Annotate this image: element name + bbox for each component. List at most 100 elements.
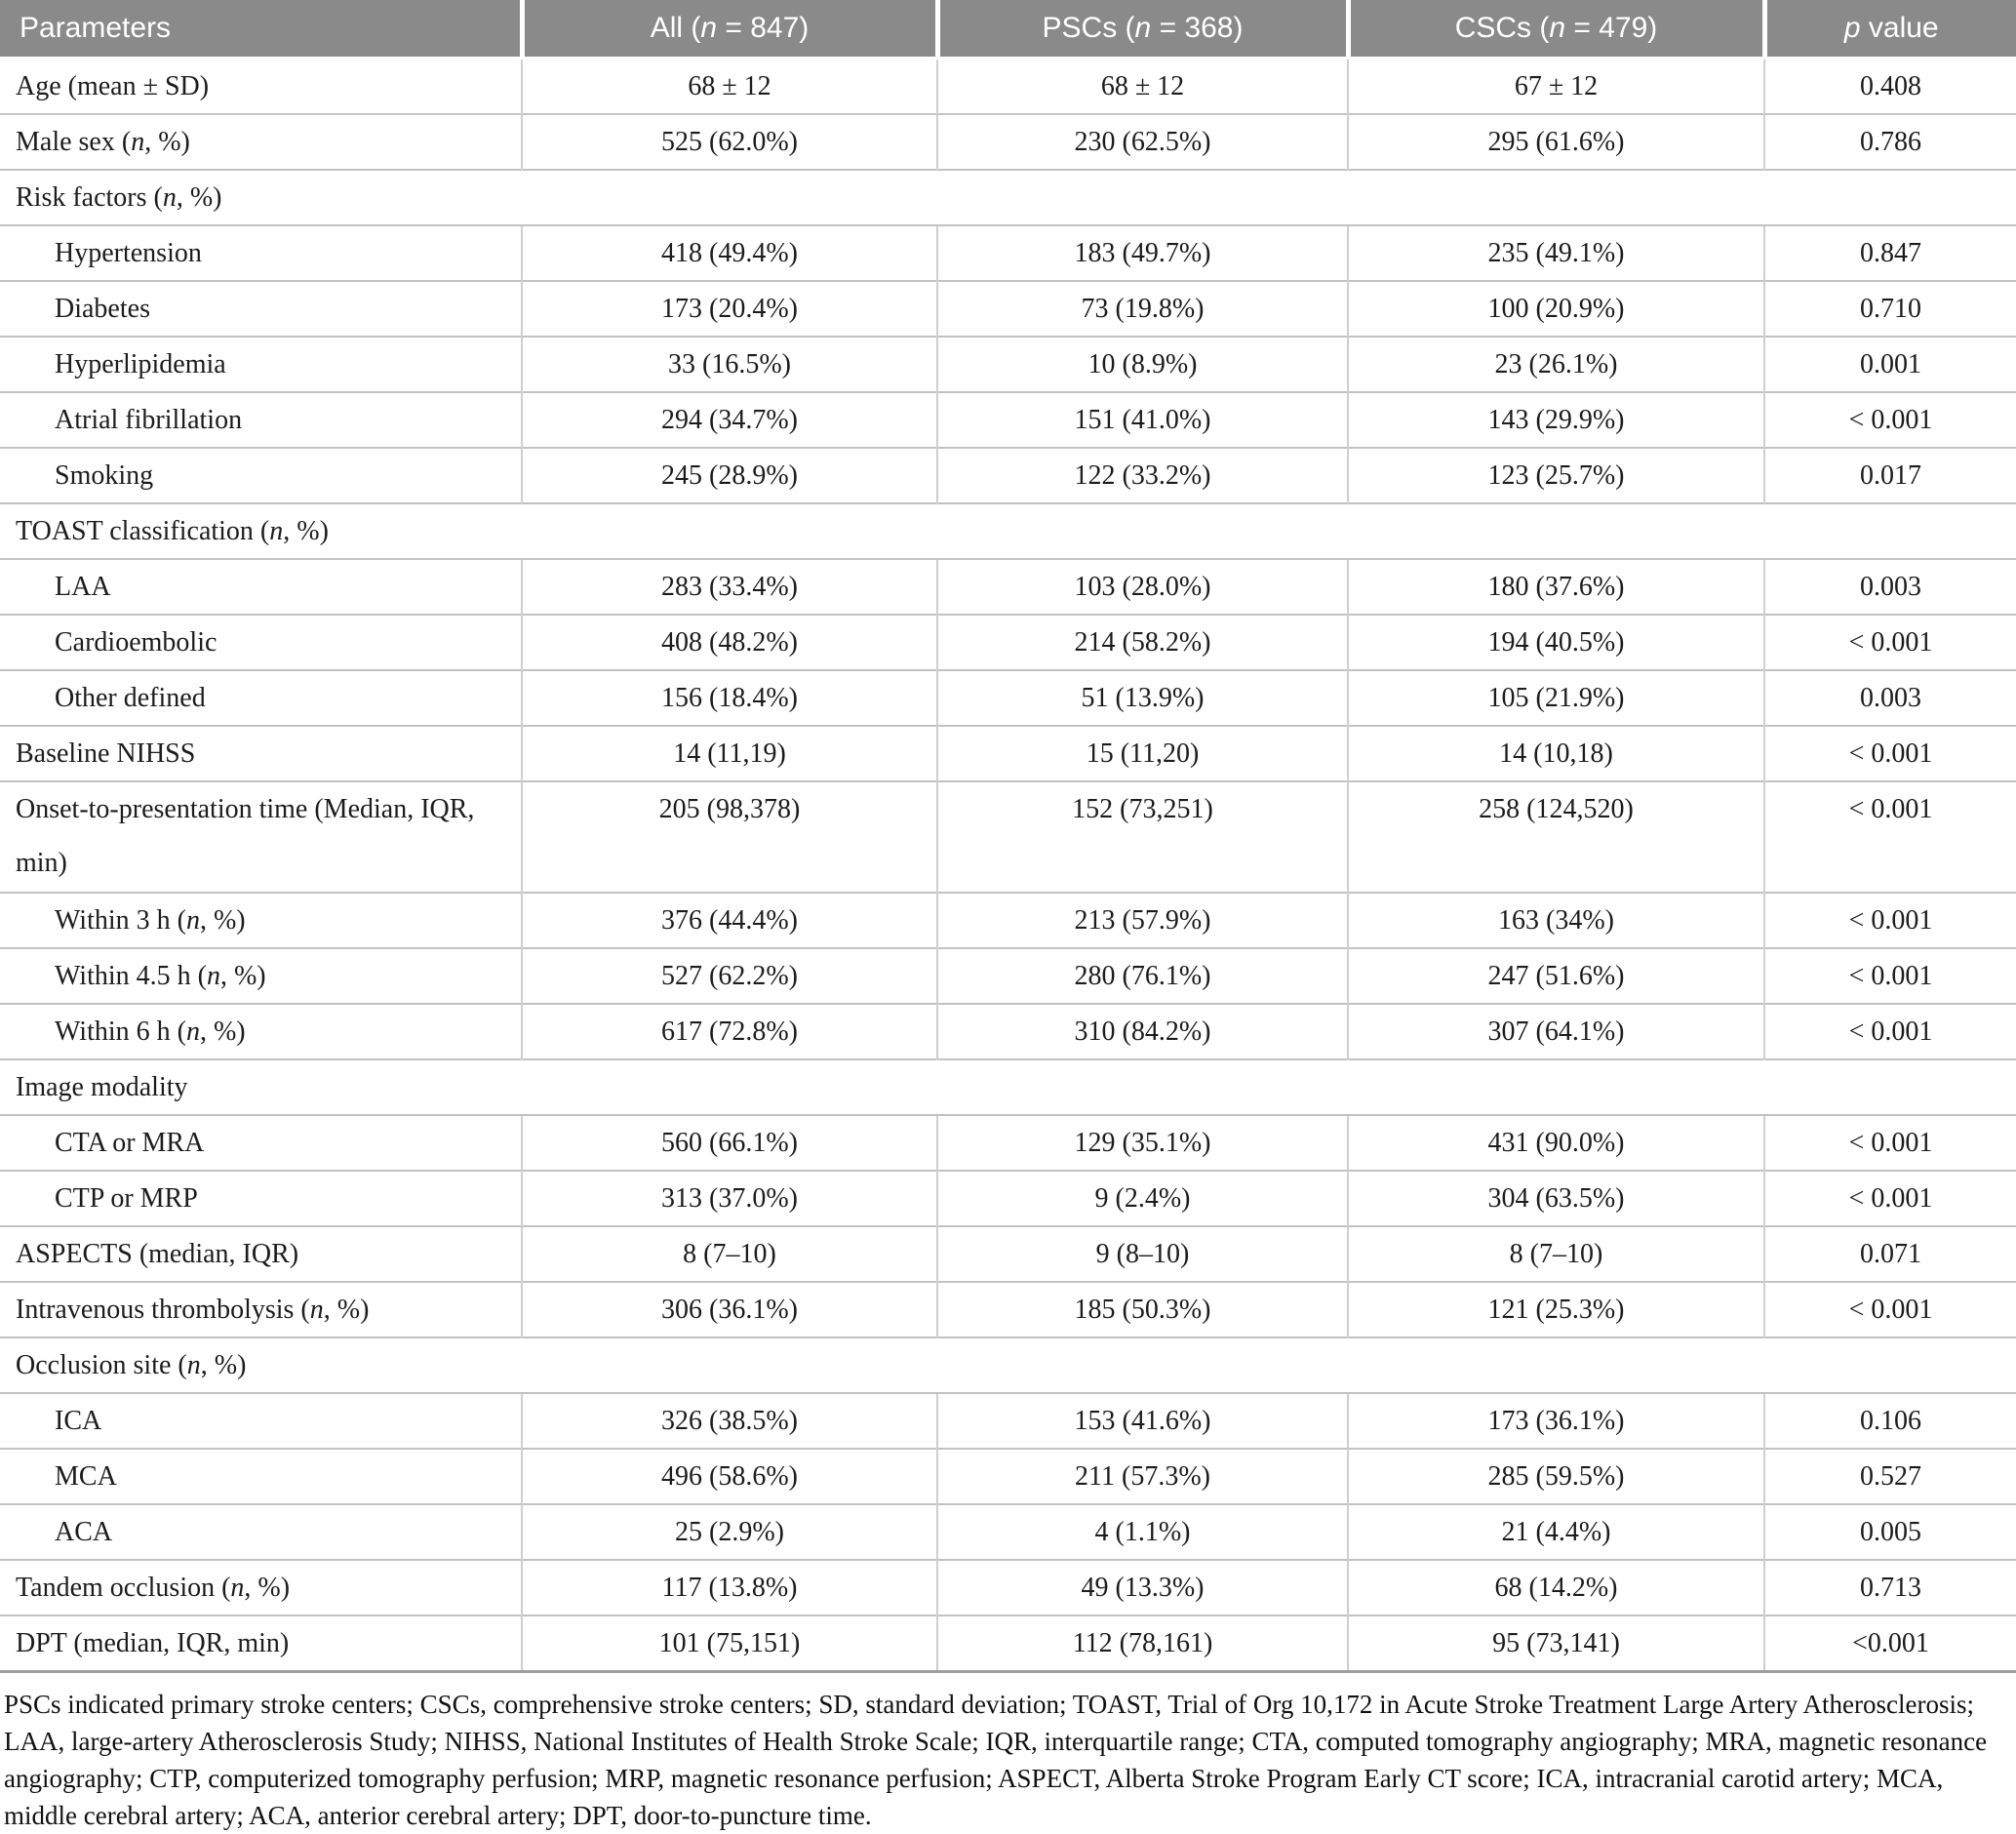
pscs-cell: 51 (13.9%)	[936, 669, 1348, 726]
pscs-cell: 183 (49.7%)	[936, 224, 1348, 281]
pscs-cell: 211 (57.3%)	[936, 1448, 1348, 1504]
table-row: Within 4.5 h (n, %) 527 (62.2%) 280 (76.1%…	[0, 947, 2016, 1004]
table-row: Male sex (n, %) 525 (62.0%) 230 (62.5%) 295…	[0, 113, 2016, 170]
col-header-cscs: CSCs (n = 479)	[1345, 0, 1764, 60]
cscs-cell: 14 (10,18)	[1347, 725, 1764, 781]
pscs-cell: 152 (73,251)	[936, 780, 1348, 893]
pscs-cell: 230 (62.5%)	[936, 113, 1348, 170]
pvalue-cell: < 0.001	[1763, 947, 2016, 1004]
table-row: Age (mean ± SD) 68 ± 12 68 ± 12 67 ± 12 0.40…	[0, 57, 2016, 114]
pscs-cell: 122 (33.2%)	[936, 447, 1348, 503]
section-label: TOAST classification (n, %)	[0, 502, 2016, 559]
pvalue-cell: < 0.001	[1763, 614, 2016, 670]
section-row: TOAST classification (n, %)	[0, 502, 2016, 559]
pvalue-cell: < 0.001	[1763, 1281, 2016, 1337]
parameter-cell: Male sex (n, %)	[0, 113, 522, 170]
parameter-cell: ICA	[0, 1392, 522, 1449]
pvalue-cell: 0.106	[1763, 1392, 2016, 1449]
pvalue-cell: 0.003	[1763, 669, 2016, 726]
pvalue-cell: < 0.001	[1763, 391, 2016, 448]
cscs-cell: 163 (34%)	[1347, 892, 1764, 948]
table-row: Other defined 156 (18.4%) 51 (13.9%) 105 (2…	[0, 669, 2016, 726]
col-header-all: All (n = 847)	[519, 0, 937, 60]
parameter-cell: Other defined	[0, 669, 522, 726]
pscs-cell: 310 (84.2%)	[936, 1003, 1348, 1059]
cscs-cell: 180 (37.6%)	[1347, 558, 1764, 615]
table-footnote: PSCs indicated primary stroke centers; C…	[4, 1690, 1988, 1830]
all-cell: 326 (38.5%)	[521, 1392, 937, 1449]
cscs-cell: 67 ± 12	[1347, 57, 1764, 114]
pscs-cell: 153 (41.6%)	[936, 1392, 1348, 1449]
table-row: Onset-to-presentation time (Median, IQR,…	[0, 780, 2016, 893]
cscs-cell: 100 (20.9%)	[1347, 280, 1764, 337]
parameter-cell: DPT (median, IQR, min)	[0, 1615, 522, 1673]
pscs-cell: 10 (8.9%)	[936, 336, 1348, 392]
all-cell: 33 (16.5%)	[521, 336, 937, 392]
pvalue-cell: 0.017	[1763, 447, 2016, 503]
pscs-cell: 68 ± 12	[936, 57, 1348, 114]
pvalue-cell: 0.786	[1763, 113, 2016, 170]
pscs-cell: 103 (28.0%)	[936, 558, 1348, 615]
parameter-cell: CTA or MRA	[0, 1114, 522, 1171]
table-row: DPT (median, IQR, min) 101 (75,151) 112 (7…	[0, 1615, 2016, 1673]
pscs-cell: 280 (76.1%)	[936, 947, 1348, 1004]
pscs-cell: 73 (19.8%)	[936, 280, 1348, 337]
parameter-cell: Hyperlipidemia	[0, 336, 522, 392]
table-row: ASPECTS (median, IQR) 8 (7–10) 9 (8–10) 8 (…	[0, 1225, 2016, 1282]
parameter-cell: Baseline NIHSS	[0, 725, 522, 781]
table-row: Atrial fibrillation 294 (34.7%) 151 (41.0%…	[0, 391, 2016, 448]
pvalue-cell: 0.408	[1763, 57, 2016, 114]
table-row: LAA 283 (33.4%) 103 (28.0%) 180 (37.6%) 0.00…	[0, 558, 2016, 615]
parameter-cell: ASPECTS (median, IQR)	[0, 1225, 522, 1282]
cscs-cell: 247 (51.6%)	[1347, 947, 1764, 1004]
all-cell: 560 (66.1%)	[521, 1114, 937, 1171]
parameter-cell: Intravenous thrombolysis (n, %)	[0, 1281, 522, 1337]
all-cell: 173 (20.4%)	[521, 280, 937, 337]
col-header-pscs: PSCs (n = 368)	[934, 0, 1348, 60]
table-row: Baseline NIHSS 14 (11,19) 15 (11,20) 14 (10…	[0, 725, 2016, 781]
pscs-cell: 214 (58.2%)	[936, 614, 1348, 670]
section-label: Risk factors (n, %)	[0, 169, 2016, 225]
all-cell: 525 (62.0%)	[521, 113, 937, 170]
cscs-cell: 8 (7–10)	[1347, 1225, 1764, 1282]
cscs-cell: 105 (21.9%)	[1347, 669, 1764, 726]
parameter-cell: Atrial fibrillation	[0, 391, 522, 448]
all-cell: 14 (11,19)	[521, 725, 937, 781]
all-cell: 68 ± 12	[521, 57, 937, 114]
pvalue-cell: 0.847	[1763, 224, 2016, 281]
table-row: ICA 326 (38.5%) 153 (41.6%) 173 (36.1%) 0.10…	[0, 1392, 2016, 1449]
all-cell: 156 (18.4%)	[521, 669, 937, 726]
pscs-cell: 49 (13.3%)	[936, 1559, 1348, 1615]
section-label: Occlusion site (n, %)	[0, 1336, 2016, 1393]
parameter-cell: Cardioembolic	[0, 614, 522, 670]
pvalue-cell: < 0.001	[1763, 1003, 2016, 1059]
all-cell: 376 (44.4%)	[521, 892, 937, 948]
all-cell: 313 (37.0%)	[521, 1170, 937, 1226]
parameter-cell: LAA	[0, 558, 522, 615]
table-row: Hypertension 418 (49.4%) 183 (49.7%) 235 (4…	[0, 224, 2016, 281]
table-row: CTP or MRP 313 (37.0%) 9 (2.4%) 304 (63.5%)…	[0, 1170, 2016, 1226]
all-cell: 117 (13.8%)	[521, 1559, 937, 1615]
cscs-cell: 121 (25.3%)	[1347, 1281, 1764, 1337]
pvalue-cell: <0.001	[1763, 1615, 2016, 1673]
all-cell: 294 (34.7%)	[521, 391, 937, 448]
pvalue-cell: 0.071	[1763, 1225, 2016, 1282]
col-header-pvalue: p value	[1761, 0, 2016, 60]
section-row: Risk factors (n, %)	[0, 169, 2016, 225]
parameter-cell: Tandem occlusion (n, %)	[0, 1559, 522, 1615]
pvalue-cell: 0.001	[1763, 336, 2016, 392]
section-label: Image modality	[0, 1058, 2016, 1115]
pscs-cell: 9 (2.4%)	[936, 1170, 1348, 1226]
pscs-cell: 4 (1.1%)	[936, 1503, 1348, 1560]
all-cell: 496 (58.6%)	[521, 1448, 937, 1504]
header-row: Parameters All (n = 847) PSCs (n = 368) …	[0, 0, 2016, 60]
pscs-cell: 9 (8–10)	[936, 1225, 1348, 1282]
all-cell: 408 (48.2%)	[521, 614, 937, 670]
pvalue-cell: < 0.001	[1763, 780, 2016, 893]
pvalue-cell: 0.710	[1763, 280, 2016, 337]
all-cell: 418 (49.4%)	[521, 224, 937, 281]
table-row: Intravenous thrombolysis (n, %) 306 (36.1…	[0, 1281, 2016, 1337]
cscs-cell: 235 (49.1%)	[1347, 224, 1764, 281]
cscs-cell: 123 (25.7%)	[1347, 447, 1764, 503]
all-cell: 8 (7–10)	[521, 1225, 937, 1282]
